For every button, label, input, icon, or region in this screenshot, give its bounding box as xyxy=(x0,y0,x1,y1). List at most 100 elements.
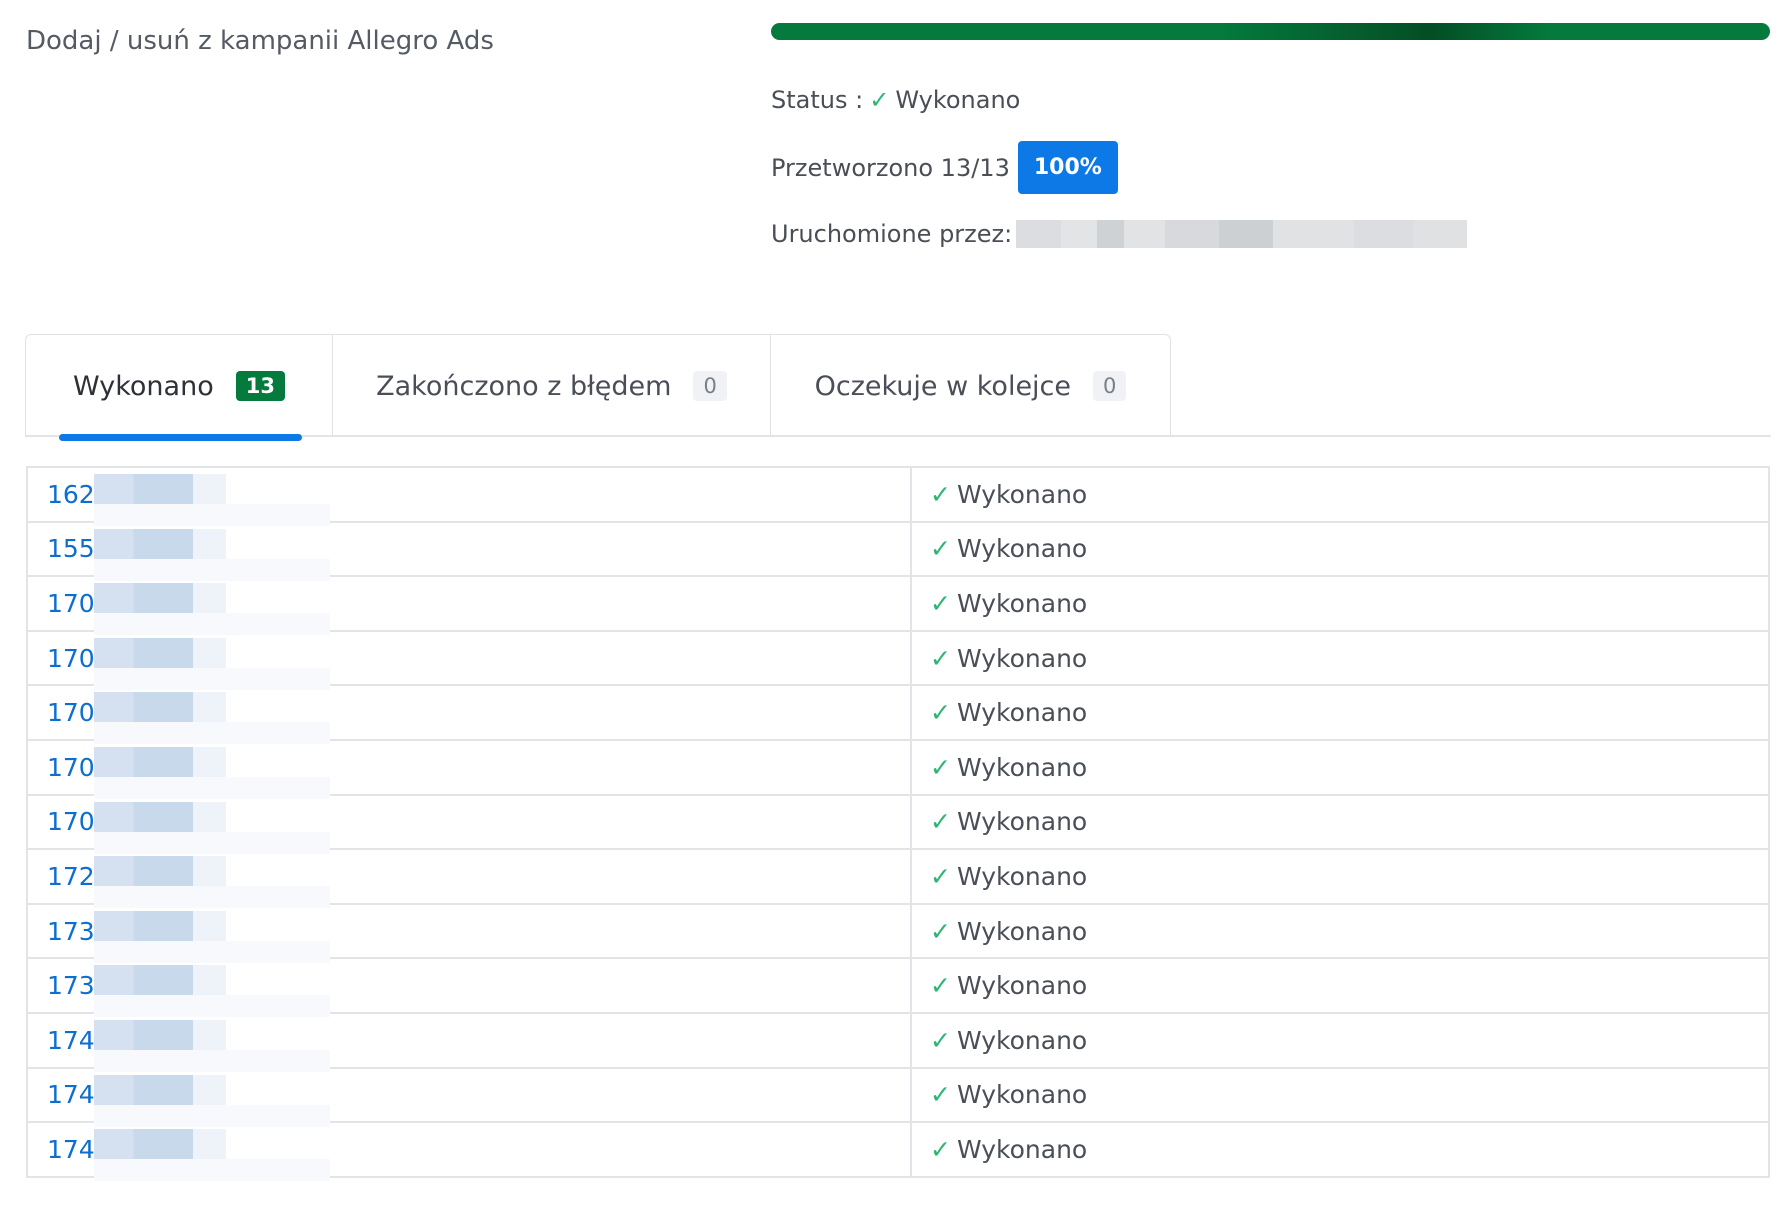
offer-id-link[interactable]: 173 xyxy=(47,916,95,946)
status-text: Wykonano xyxy=(956,643,1088,673)
redacted-text xyxy=(94,940,330,963)
id-cell: 155 xyxy=(26,520,912,581)
status-cell: ✓ Wykonano xyxy=(910,1011,1770,1069)
started-by-label: Uruchomione przez: xyxy=(771,220,1013,248)
redacted-text xyxy=(94,528,226,559)
status-cell: ✓ Wykonano xyxy=(910,684,1770,741)
status-line: Status : ✓ Wykonano xyxy=(771,86,1020,114)
table-row: 170 ✓ Wykonano xyxy=(26,684,1770,745)
redacted-text xyxy=(94,746,226,777)
started-by-line: Uruchomione przez: xyxy=(771,220,1468,248)
redacted-text xyxy=(94,776,330,799)
redacted-text xyxy=(94,965,226,996)
status-text: Wykonano xyxy=(956,1025,1088,1055)
offer-id-link[interactable]: 174 xyxy=(47,1025,95,1055)
table-row: 170 ✓ Wykonano xyxy=(26,575,1770,636)
offer-id-link[interactable]: 170 xyxy=(47,698,95,728)
count-badge: 13 xyxy=(235,371,285,401)
status-cell: ✓ Wykonano xyxy=(910,520,1770,578)
status-cell: ✓ Wykonano xyxy=(910,466,1770,523)
redacted-text xyxy=(94,1049,330,1072)
check-icon: ✓ xyxy=(930,643,951,673)
redacted-text xyxy=(94,558,330,581)
offer-id-link[interactable]: 155 xyxy=(47,534,95,564)
table-row: 155 ✓ Wykonano xyxy=(26,520,1770,581)
check-icon: ✓ xyxy=(930,1080,951,1110)
check-icon: ✓ xyxy=(930,971,951,1001)
check-icon: ✓ xyxy=(930,534,951,564)
redacted-text xyxy=(94,801,226,832)
offer-id-link[interactable]: 170 xyxy=(47,752,95,782)
redacted-user xyxy=(1016,220,1468,248)
status-value: Wykonano xyxy=(895,86,1021,114)
status-text: Wykonano xyxy=(956,534,1088,564)
redacted-text xyxy=(94,1129,226,1160)
offer-id-link[interactable]: 170 xyxy=(47,588,95,618)
status-text: Wykonano xyxy=(956,588,1088,618)
redacted-text xyxy=(94,583,226,614)
table-row: 162 ✓ Wykonano xyxy=(26,466,1770,526)
redacted-text xyxy=(94,856,226,887)
id-cell: 170 xyxy=(26,575,912,636)
tab-error[interactable]: Zakończono z błędem 0 xyxy=(333,335,771,437)
status-text: Wykonano xyxy=(956,807,1088,837)
status-text: Wykonano xyxy=(956,916,1088,946)
check-icon: ✓ xyxy=(930,916,951,946)
id-cell: 170 xyxy=(26,684,912,745)
tab-queued[interactable]: Oczekuje w kolejce 0 xyxy=(771,335,1170,437)
check-icon: ✓ xyxy=(930,1025,951,1055)
table-row: 172 ✓ Wykonano xyxy=(26,848,1770,909)
offer-id-link[interactable]: 174 xyxy=(47,1134,95,1164)
status-text: Wykonano xyxy=(956,1134,1088,1164)
progress-bar xyxy=(771,23,1770,40)
status-cell: ✓ Wykonano xyxy=(910,629,1770,687)
id-cell: 174 xyxy=(26,1066,912,1127)
status-label: Status : xyxy=(771,86,864,114)
status-cell: ✓ Wykonano xyxy=(910,848,1770,905)
redacted-text xyxy=(94,910,226,941)
check-icon: ✓ xyxy=(869,86,890,114)
redacted-text xyxy=(94,722,330,745)
offer-id-link[interactable]: 173 xyxy=(47,971,95,1001)
status-cell: ✓ Wykonano xyxy=(910,793,1770,851)
count-badge: 0 xyxy=(1093,371,1127,401)
offer-id-link[interactable]: 170 xyxy=(47,643,95,673)
check-icon: ✓ xyxy=(930,861,951,891)
id-cell: 174 xyxy=(26,1121,912,1182)
check-icon: ✓ xyxy=(930,807,951,837)
offer-id-link[interactable]: 174 xyxy=(47,1080,95,1110)
status-cell: ✓ Wykonano xyxy=(910,957,1770,1014)
processed-text: Przetworzono 13/13 xyxy=(771,153,1010,182)
offer-id-link[interactable]: 170 xyxy=(47,807,95,837)
offer-id-link[interactable]: 172 xyxy=(47,861,95,891)
results-table: 162 ✓ Wykonano 155 ✓ Wykonano 170 ✓ Wykonano 170 ✓… xyxy=(26,466,1770,1182)
table-row: 174 ✓ Wykonano xyxy=(26,1066,1770,1127)
status-cell: ✓ Wykonano xyxy=(910,902,1770,960)
tab-label: Oczekuje w kolejce xyxy=(814,370,1072,402)
offer-id-link[interactable]: 162 xyxy=(47,479,95,509)
status-text: Wykonano xyxy=(956,479,1088,509)
status-text: Wykonano xyxy=(956,1080,1088,1110)
table-row: 173 ✓ Wykonano xyxy=(26,902,1770,963)
tab-label: Wykonano xyxy=(73,370,214,402)
status-text: Wykonano xyxy=(956,752,1088,782)
table-row: 174 ✓ Wykonano xyxy=(26,1011,1770,1072)
table-row: 170 ✓ Wykonano xyxy=(26,738,1770,799)
status-text: Wykonano xyxy=(956,861,1088,891)
check-icon: ✓ xyxy=(930,1134,951,1164)
redacted-text xyxy=(94,886,330,909)
processed-line: Przetworzono 13/13 100% xyxy=(771,141,1118,194)
id-cell: 174 xyxy=(26,1011,912,1072)
tab-done[interactable]: Wykonano 13 xyxy=(26,335,333,441)
status-cell: ✓ Wykonano xyxy=(910,738,1770,796)
id-cell: 172 xyxy=(26,848,912,909)
status-text: Wykonano xyxy=(956,698,1088,728)
redacted-text xyxy=(94,1074,226,1105)
check-icon: ✓ xyxy=(930,479,951,509)
table-row: 174 ✓ Wykonano xyxy=(26,1121,1770,1182)
redacted-text xyxy=(94,474,226,504)
check-icon: ✓ xyxy=(930,752,951,782)
redacted-text xyxy=(94,667,330,690)
id-cell: 170 xyxy=(26,793,912,854)
redacted-text xyxy=(94,1019,226,1050)
